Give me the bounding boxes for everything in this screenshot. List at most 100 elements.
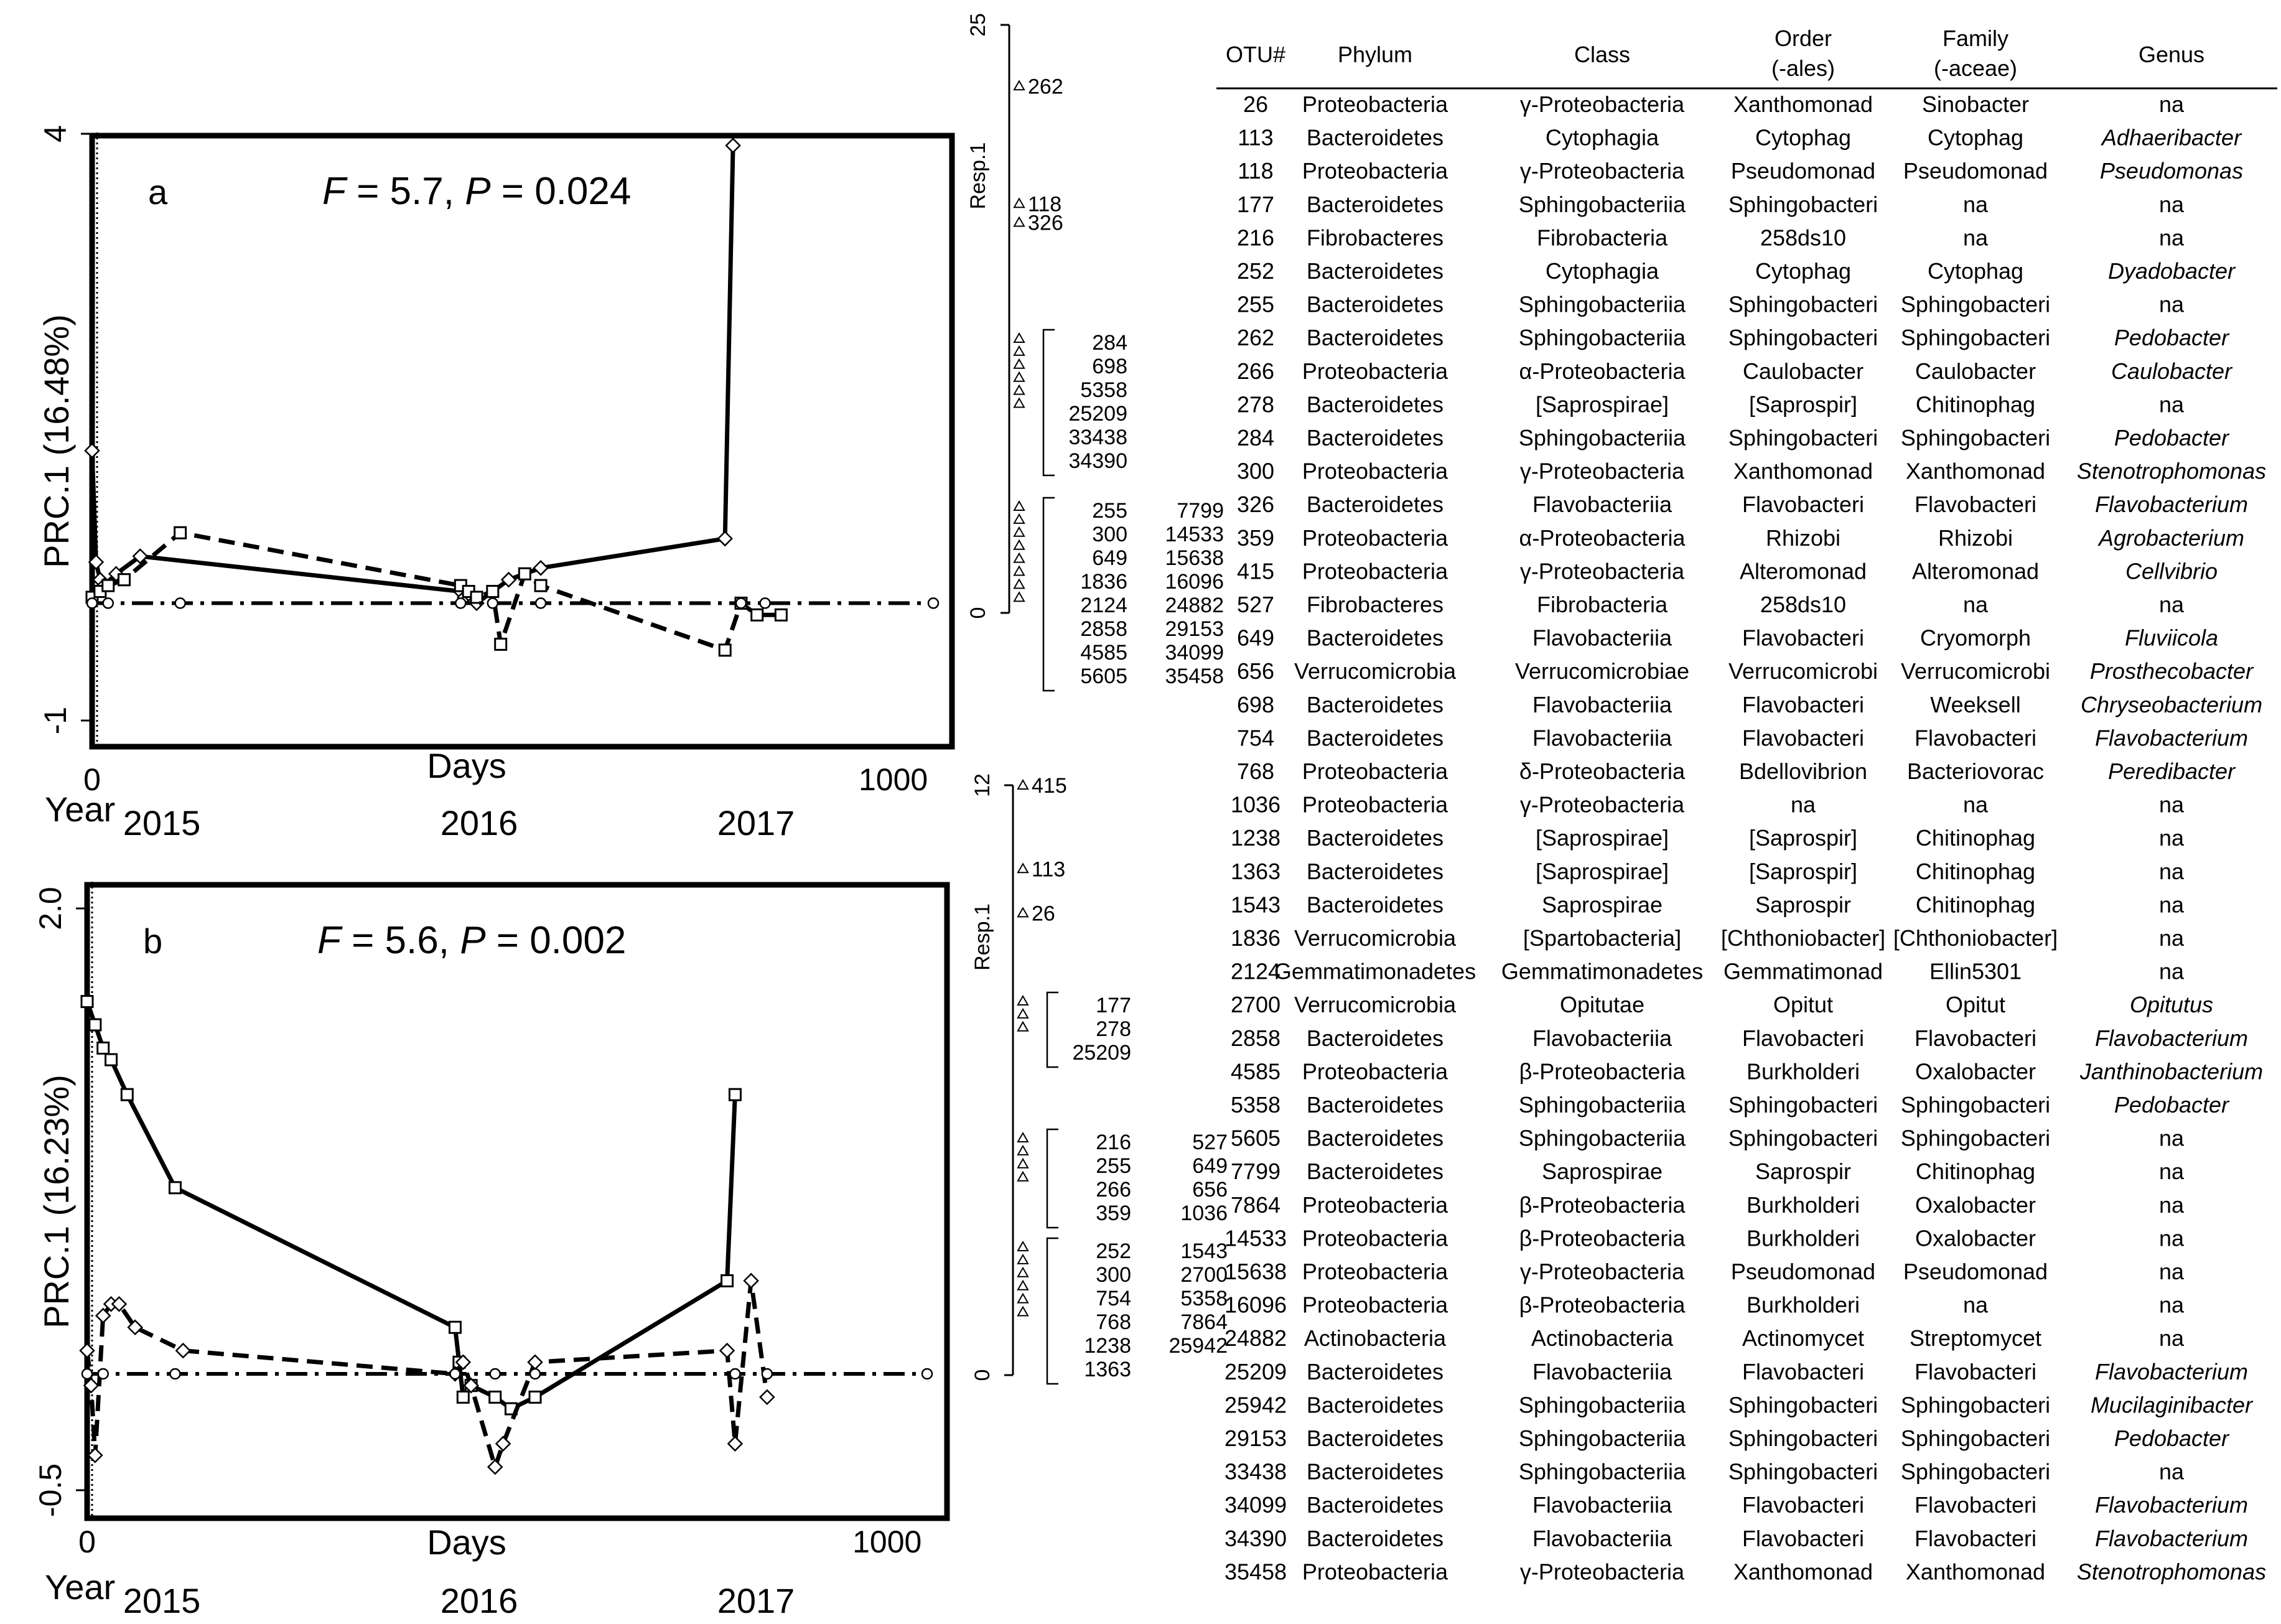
- otu-label: 16096: [1165, 570, 1224, 594]
- x-tick-label: 0: [83, 762, 101, 797]
- table-cell: 4585: [1231, 1058, 1280, 1084]
- table-cell: Flavobacteri: [1915, 1359, 2036, 1384]
- table-cell: Chryseobacterium: [2081, 692, 2262, 717]
- data-point: [105, 1053, 118, 1066]
- data-point: [174, 597, 186, 609]
- otu-label: 1036: [1180, 1202, 1228, 1225]
- table-cell: γ-Proteobacteria: [1520, 558, 1685, 584]
- table-cell: na: [2159, 391, 2185, 417]
- y-tick-label: -0.5: [33, 1463, 68, 1517]
- table-cell: 266: [1237, 358, 1274, 384]
- otu-label: 300: [1096, 1263, 1131, 1287]
- taxon-marker: [1013, 358, 1025, 369]
- table-cell: Bacteroidetes: [1307, 692, 1444, 717]
- taxon-marker: [1017, 1170, 1029, 1182]
- data-point: [735, 597, 747, 609]
- data-point: [759, 1389, 775, 1406]
- table-cell: Sphingobacteri: [1901, 1459, 2050, 1485]
- table-cell: 649: [1237, 625, 1274, 651]
- y-tick-label: 2.0: [33, 887, 68, 930]
- table-cell: Fibrobacteres: [1307, 592, 1444, 617]
- x-tick-label: 0: [78, 1524, 96, 1559]
- otu-label: 649: [1092, 546, 1127, 570]
- data-point: [727, 1435, 744, 1452]
- table-cell: Flavobacteri: [1742, 1526, 1864, 1551]
- data-point: [518, 567, 531, 581]
- table-cell: Sphingobacteriia: [1519, 1392, 1686, 1417]
- table-cell: [Saprospir]: [1749, 825, 1857, 851]
- series-line-treatment-dashed: [90, 530, 781, 653]
- table-cell: [Spartobacteria]: [1523, 925, 1681, 951]
- table-cell: β-Proteobacteria: [1519, 1225, 1686, 1251]
- table-cell: 177: [1237, 192, 1274, 217]
- otu-label: 14533: [1165, 523, 1224, 546]
- table-cell: Bacteroidetes: [1307, 425, 1444, 450]
- table-cell: na: [1963, 792, 1989, 818]
- table-cell: [Saprospirae]: [1536, 859, 1669, 884]
- data-point: [120, 1088, 134, 1101]
- table-cell: Proteobacteria: [1302, 459, 1448, 484]
- table-cell: Sphingobacteri: [1901, 1092, 2050, 1118]
- taxon-marker: [1017, 1266, 1029, 1277]
- table-cell: Proteobacteria: [1302, 1259, 1448, 1284]
- otu-label: 113: [1032, 857, 1065, 881]
- taxon-marker: [1017, 1157, 1029, 1169]
- table-cell: 656: [1237, 658, 1274, 684]
- data-point: [449, 1368, 461, 1380]
- table-cell: Sphingobacteri: [1728, 1392, 1878, 1417]
- table-cell: Fibrobacteria: [1537, 225, 1668, 250]
- resp-tick-label: 0: [966, 607, 990, 619]
- table-cell: na: [2159, 1192, 2185, 1218]
- resp-tick-label: 25: [966, 13, 990, 37]
- column-header: Genus: [2139, 42, 2204, 67]
- table-cell: Sphingobacteri: [1728, 425, 1878, 450]
- table-cell: Opitutae: [1560, 992, 1644, 1017]
- table-cell: Proteobacteria: [1302, 1559, 1448, 1584]
- otu-label: 25209: [1072, 1041, 1131, 1065]
- otu-label: 33438: [1068, 426, 1127, 449]
- table-cell: na: [2159, 892, 2185, 917]
- table-cell: Flavobacteriia: [1532, 725, 1672, 750]
- table-cell: Flavobacteriia: [1532, 492, 1672, 517]
- table-cell: Bacteroidetes: [1307, 892, 1444, 917]
- table-cell: [Saprospirae]: [1536, 391, 1669, 417]
- table-cell: Chitinophag: [1916, 859, 2035, 884]
- table-cell: na: [1963, 1292, 1989, 1318]
- table-cell: Cytophag: [1755, 125, 1851, 151]
- otu-label: 698: [1092, 355, 1127, 378]
- data-point: [86, 597, 98, 609]
- table-cell: Pedobacter: [2114, 1092, 2230, 1118]
- data-point: [774, 608, 788, 622]
- table-cell: Xanthomonad: [1906, 1559, 2045, 1584]
- group-bracket: [1046, 991, 1058, 1068]
- table-cell: Xanthomonad: [1733, 91, 1873, 117]
- taxon-marker: [1017, 778, 1029, 790]
- otu-label: 252: [1096, 1239, 1131, 1263]
- data-point: [725, 138, 741, 154]
- table-cell: Bacteroidetes: [1307, 1426, 1444, 1451]
- otu-label: 1543: [1180, 1239, 1228, 1263]
- data-point: [486, 585, 500, 599]
- otu-label: 5605: [1080, 665, 1127, 688]
- table-cell: γ-Proteobacteria: [1520, 158, 1685, 184]
- table-cell: Proteobacteria: [1302, 1192, 1448, 1218]
- taxon-marker: [1013, 371, 1025, 382]
- table-cell: 34390: [1224, 1526, 1287, 1551]
- panel-letter: a: [148, 172, 168, 212]
- resp-axis-label: Resp.1: [971, 903, 994, 971]
- table-cell: 113: [1238, 125, 1273, 151]
- data-point: [528, 1390, 542, 1404]
- table-cell: 2124: [1231, 959, 1280, 984]
- table-cell: na: [2159, 1126, 2185, 1151]
- table-cell: 25209: [1224, 1359, 1287, 1384]
- table-cell: Flavobacteriia: [1532, 1025, 1672, 1051]
- data-point: [487, 1458, 503, 1475]
- table-cell: Proteobacteria: [1302, 1292, 1448, 1318]
- table-cell: 1543: [1231, 892, 1280, 917]
- table-cell: Rhizobi: [1938, 525, 2013, 551]
- otu-label: 4585: [1080, 641, 1127, 665]
- table-cell: Bacteroidetes: [1307, 492, 1444, 517]
- table-cell: Sphingobacteri: [1728, 1426, 1878, 1451]
